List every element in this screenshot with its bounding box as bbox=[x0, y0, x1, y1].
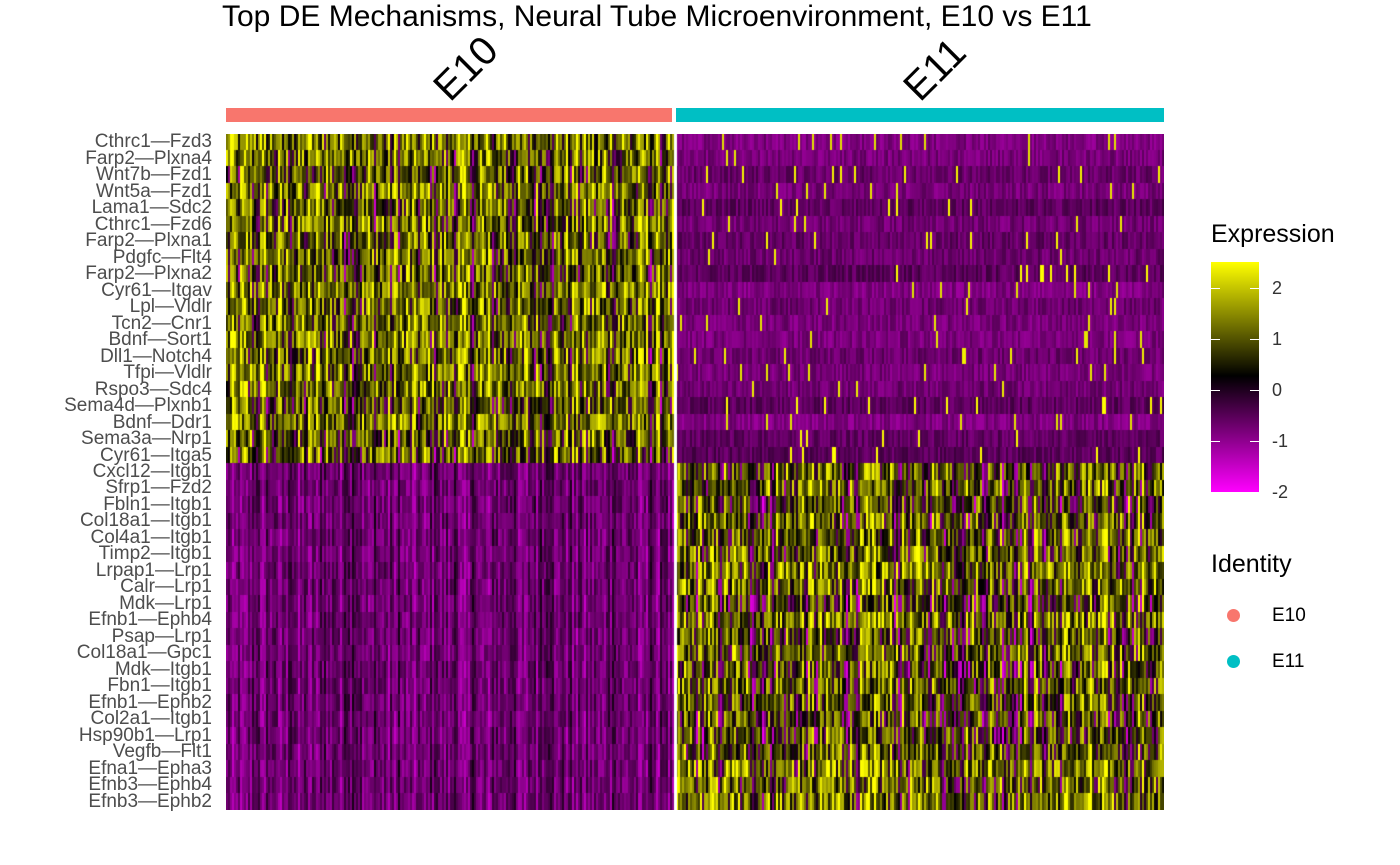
heatmap bbox=[226, 134, 1164, 810]
colorbar-tick-mark bbox=[1211, 389, 1220, 391]
group-label-e10: E10 bbox=[425, 27, 507, 110]
row-label: Lama1—Sdc2 bbox=[91, 197, 212, 219]
row-label: Col2a1—Itgb1 bbox=[90, 708, 212, 730]
row-label: Col18a1—Itgb1 bbox=[79, 510, 212, 532]
row-label: Lpl—Vldlr bbox=[129, 296, 212, 318]
expression-colorbar bbox=[1211, 262, 1259, 492]
legend-dot-e11 bbox=[1227, 655, 1240, 668]
row-label: Efnb1—Ephb2 bbox=[88, 691, 212, 713]
colorbar-tick-label: -2 bbox=[1272, 482, 1289, 502]
row-label: Pdgfc—Flt4 bbox=[112, 246, 212, 268]
colorbar-tick-mark bbox=[1211, 338, 1220, 340]
row-label: Cxcl12—Itgb1 bbox=[92, 461, 212, 482]
row-label: Wnt7b—Fzd1 bbox=[95, 164, 212, 186]
colorbar-tick-mark bbox=[1211, 440, 1220, 442]
row-label: Cthrc1—Fzd3 bbox=[94, 131, 212, 153]
group-bar-e11 bbox=[676, 108, 1164, 122]
row-label: Timp2—Itgb1 bbox=[98, 543, 212, 565]
row-label: Cyr61—Itgav bbox=[101, 279, 212, 301]
row-label: Cthrc1—Fzd6 bbox=[94, 213, 212, 235]
row-label: Efnb3—Ephb2 bbox=[88, 790, 212, 812]
row-label: Farp2—Plxna2 bbox=[85, 263, 212, 285]
row-label: Fbn1—Itgb1 bbox=[107, 675, 212, 697]
row-label: Bdnf—Ddr1 bbox=[112, 411, 212, 433]
legend-expression-title: Expression bbox=[1211, 220, 1335, 248]
row-label: Sema4d—Plxnb1 bbox=[64, 395, 212, 417]
row-label: Mdk—Itgb1 bbox=[114, 658, 212, 680]
colorbar-tick-mark bbox=[1250, 287, 1259, 289]
row-label: Efna1—Epha3 bbox=[88, 757, 212, 779]
row-label: Farp2—Plxna4 bbox=[85, 147, 212, 169]
row-label: Calr—Lrp1 bbox=[120, 576, 212, 598]
row-labels: Cthrc1—Fzd3 Farp2—Plxna4 Wnt7b—Fzd1 Wnt5a—F… bbox=[0, 131, 213, 812]
colorbar-tick-mark bbox=[1250, 389, 1259, 391]
row-label: Efnb1—Ephb4 bbox=[88, 609, 212, 631]
row-label: Farp2—Plxna1 bbox=[85, 230, 212, 252]
row-label: Wnt5a—Fzd1 bbox=[95, 180, 212, 202]
colorbar-tick-mark bbox=[1250, 440, 1259, 442]
chart-title: Top DE Mechanisms, Neural Tube Microenvi… bbox=[222, 0, 1092, 33]
row-label: Efnb3—Ephb4 bbox=[88, 774, 212, 796]
group-bar-e10 bbox=[226, 108, 672, 122]
row-label: Hsp90b1—Lrp1 bbox=[78, 724, 212, 746]
colorbar-tick-mark bbox=[1250, 338, 1259, 340]
legend-dot-e10 bbox=[1227, 609, 1240, 622]
row-label: Psap—Lrp1 bbox=[111, 625, 212, 647]
colorbar-tick-mark bbox=[1250, 492, 1259, 493]
row-label: Dll1—Notch4 bbox=[100, 345, 212, 367]
row-label: Tfpi—Vldlr bbox=[123, 362, 212, 384]
legend-label-e10: E10 bbox=[1272, 605, 1306, 626]
heatmap-cells bbox=[226, 134, 1164, 810]
legend-label-e11: E11 bbox=[1272, 651, 1305, 672]
colorbar-tick-label: 2 bbox=[1272, 277, 1283, 298]
legend-identity-title: Identity bbox=[1211, 550, 1292, 578]
row-label: Sema3a—Nrp1 bbox=[81, 428, 212, 450]
row-label: Sfrp1—Fzd2 bbox=[105, 477, 212, 499]
row-label: Cyr61—Itga5 bbox=[100, 444, 212, 466]
row-label: Rspo3—Sdc4 bbox=[94, 378, 212, 400]
row-label: Fbln1—Itgb1 bbox=[103, 493, 212, 515]
row-label: Col4a1—Itgb1 bbox=[90, 526, 212, 548]
row-label: Vegfb—Flt1 bbox=[112, 741, 212, 763]
row-label: Bdnf—Sort1 bbox=[108, 329, 213, 351]
row-label: Tcn2—Cnr1 bbox=[111, 312, 212, 334]
row-label: Col18a1—Gpc1 bbox=[76, 642, 212, 664]
colorbar-tick-label: 0 bbox=[1272, 379, 1283, 400]
colorbar-tick-label: 1 bbox=[1272, 328, 1283, 349]
group-label-e11: E11 bbox=[895, 30, 975, 110]
row-label: Mdk—Lrp1 bbox=[119, 592, 212, 614]
colorbar-tick-mark bbox=[1211, 287, 1220, 289]
row-label: Lrpap1—Lrp1 bbox=[95, 559, 212, 581]
colorbar-tick-mark bbox=[1211, 492, 1220, 493]
colorbar-tick-label: -1 bbox=[1272, 430, 1289, 451]
